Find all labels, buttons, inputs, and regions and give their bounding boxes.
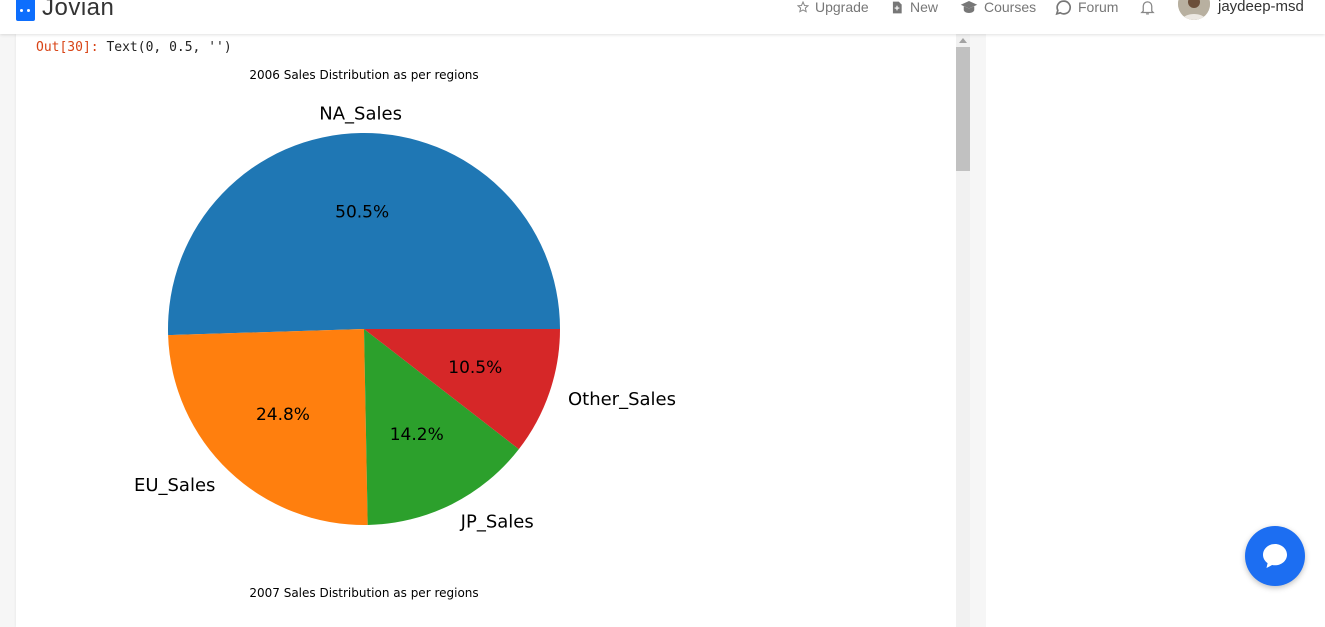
brand-name: Jovian	[42, 0, 115, 21]
chart-title-2006: 2006 Sales Distribution as per regions	[249, 68, 479, 82]
pie-pct-label: 24.8%	[256, 405, 310, 425]
scroll-up-button[interactable]	[956, 34, 970, 46]
chat-widget-button[interactable]	[1245, 526, 1305, 586]
chat-bubble-icon	[1055, 0, 1072, 15]
pie-pct-label: 50.5%	[335, 202, 389, 222]
brand[interactable]: Jovian	[16, 0, 114, 22]
pie-slice-eu-sales	[168, 329, 368, 525]
pie-category-label: Other_Sales	[568, 389, 676, 410]
output-line: Out[30]: Text(0, 0.5, '')	[36, 40, 232, 55]
nav-courses[interactable]: Courses	[960, 0, 1036, 16]
avatar[interactable]	[1178, 0, 1210, 20]
output-prompt: Out[30]:	[36, 40, 99, 55]
jovian-logo-icon	[16, 0, 35, 21]
username[interactable]: jaydeep-msd	[1218, 0, 1304, 15]
arrow-up-icon	[959, 37, 967, 43]
chart-title-2007: 2007 Sales Distribution as per regions	[249, 586, 479, 600]
nav-forum[interactable]: Forum	[1055, 0, 1118, 16]
pie-pct-label: 10.5%	[448, 358, 502, 378]
notifications-button[interactable]	[1139, 0, 1162, 16]
pie-category-label: NA_Sales	[319, 103, 402, 124]
pie-slice-na-sales	[167, 132, 561, 336]
nav-new-label: New	[910, 0, 939, 15]
nav-forum-label: Forum	[1078, 0, 1119, 15]
pie-chart-2006: 50.5% NA_Sales 24.8% EU_Sales 14.2% JP_Sales 1…	[134, 103, 676, 533]
pie-category-label: JP_Sales	[460, 512, 534, 533]
nav-upgrade[interactable]: Upgrade	[797, 0, 869, 16]
bell-icon	[1140, 0, 1155, 15]
chat-icon	[1263, 544, 1287, 568]
notebook-scrollbar[interactable]	[956, 34, 970, 627]
nav-upgrade-label: Upgrade	[815, 0, 869, 15]
graduation-cap-icon	[960, 1, 978, 13]
notebook-cell-output: Out[30]: Text(0, 0.5, '') 2006 Sales Dis…	[16, 34, 956, 627]
nav-courses-label: Courses	[984, 0, 1037, 15]
scroll-thumb[interactable]	[956, 47, 970, 171]
pie-slice-jp-sales	[364, 329, 519, 525]
new-file-icon	[892, 1, 902, 13]
nav-new[interactable]: New	[890, 0, 938, 16]
star-icon	[797, 1, 809, 13]
output-value: Text(0, 0.5, '')	[106, 40, 232, 55]
pie-slice-other-sales	[364, 329, 560, 450]
pie-pct-label: 14.2%	[390, 425, 444, 445]
top-navbar: Jovian Upgrade New Courses Forum jaydeep…	[0, 0, 1325, 34]
pie-category-label: EU_Sales	[134, 475, 215, 496]
